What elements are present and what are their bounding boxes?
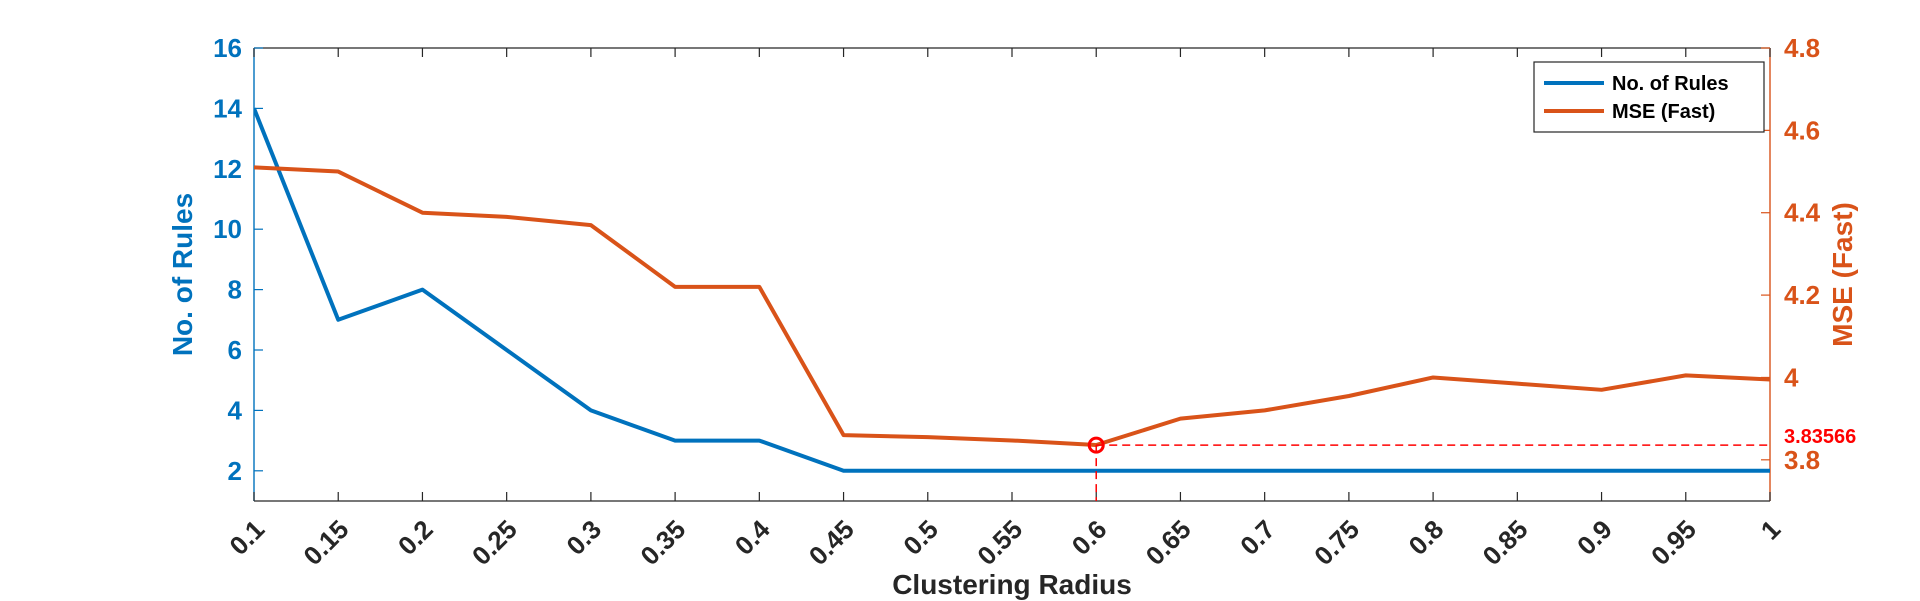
x-tick-label: 0.95	[1645, 514, 1702, 571]
y-left-tick-label: 14	[213, 93, 242, 123]
rules-series-line	[254, 107, 1770, 473]
x-tick-label: 0.8	[1403, 514, 1450, 561]
y-right-tick-label: 4.4	[1784, 198, 1821, 228]
y-left-tick-label: 4	[228, 395, 243, 425]
y-right-tick-label: 3.8	[1784, 445, 1820, 475]
x-tick-label: 0.45	[803, 514, 860, 571]
x-tick-label: 0.25	[466, 514, 523, 571]
y-left-tick-label: 2	[228, 456, 242, 486]
plot-area	[254, 48, 1770, 501]
y-right-tick-label: 4	[1784, 362, 1799, 392]
x-tick-label: 0.4	[729, 514, 776, 561]
x-tick-label: 0.2	[392, 514, 439, 561]
x-tick-label: 0.9	[1571, 514, 1618, 561]
legend-box	[1533, 61, 1765, 133]
y-left-tick-label: 12	[213, 154, 242, 184]
y-right-tick-label: 4.6	[1784, 115, 1820, 145]
y-left-tick-label: 6	[228, 335, 242, 365]
x-tick-label: 0.6	[1066, 514, 1113, 561]
annotation-marker	[1087, 436, 1105, 454]
x-tick-label: 0.15	[297, 514, 354, 571]
y-left-axis-title: No. of Rules	[167, 193, 198, 356]
x-tick-label: 1	[1755, 514, 1786, 545]
y-left-tick-label: 8	[228, 275, 242, 305]
x-tick-label: 0.35	[634, 514, 691, 571]
y-right-tick-label: 4.8	[1784, 33, 1820, 63]
y-right-tick-label: 4.2	[1784, 280, 1820, 310]
y-left-tick-label: 10	[213, 214, 242, 244]
mse-series-line	[254, 165, 1770, 447]
annotation-label: 3.83566	[1784, 426, 1856, 448]
y-right-axis-title: MSE (Fast)	[1827, 202, 1858, 347]
y-left-tick-label: 16	[213, 33, 242, 63]
x-tick-label: 0.7	[1234, 514, 1281, 561]
x-tick-label: 0.75	[1308, 514, 1365, 571]
x-tick-label: 0.3	[560, 514, 607, 561]
x-axis-title: Clustering Radius	[892, 569, 1132, 600]
x-tick-label: 0.5	[897, 514, 944, 561]
legend-label: MSE (Fast)	[1612, 101, 1715, 123]
x-tick-label: 0.65	[1140, 514, 1197, 571]
x-tick-label: 0.1	[223, 514, 270, 561]
legend-label: No. of Rules	[1612, 73, 1729, 95]
x-tick-label: 0.55	[971, 514, 1028, 571]
x-tick-label: 0.85	[1477, 514, 1534, 571]
